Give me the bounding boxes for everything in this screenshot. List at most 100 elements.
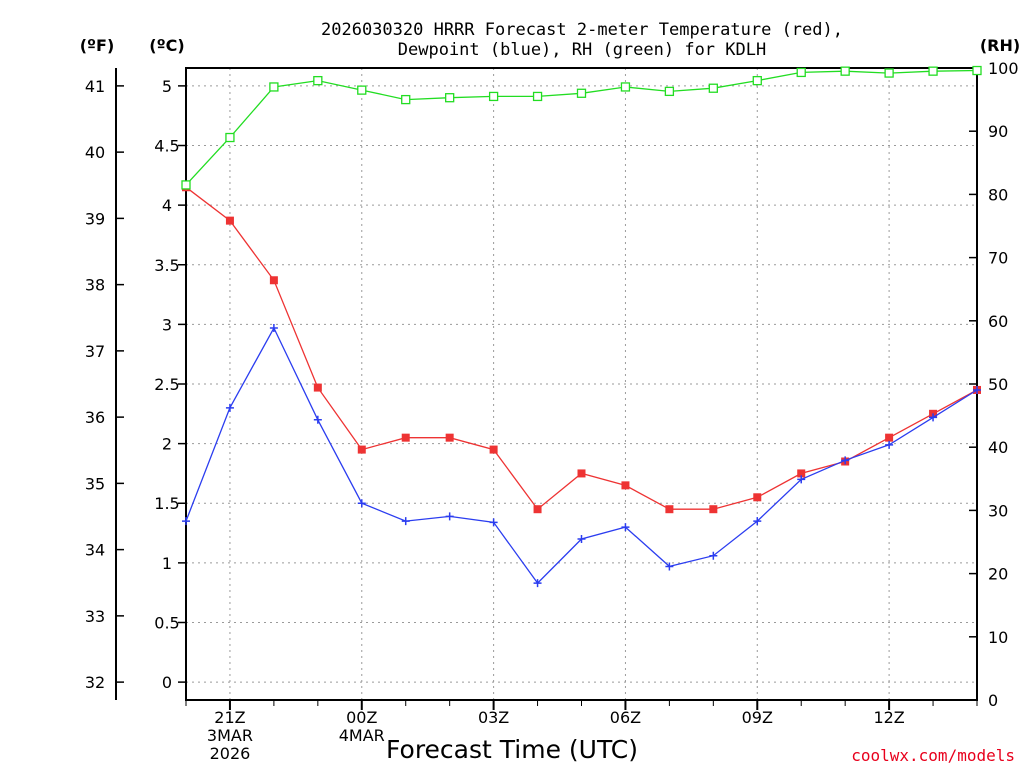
rh-point — [225, 132, 235, 143]
rh-tick-label: 60 — [988, 312, 1008, 331]
celsius-tick-label: 0 — [162, 673, 172, 692]
temperature-point — [269, 276, 278, 285]
temperature-point — [797, 469, 806, 478]
fahrenheit-tick-label: 33 — [85, 607, 105, 626]
temperature-point — [533, 505, 542, 514]
rh-tick-label: 80 — [988, 185, 1008, 204]
dewpoint-point — [489, 518, 498, 527]
fahrenheit-tick-label: 39 — [85, 209, 105, 228]
rh-point — [313, 75, 323, 86]
temperature-point — [621, 481, 630, 490]
temperature-point — [885, 433, 894, 442]
fahrenheit-unit-label: (ºF) — [80, 36, 115, 55]
celsius-tick-label: 5 — [162, 77, 172, 96]
dewpoint-point — [973, 385, 981, 394]
rh-tick-label: 10 — [988, 628, 1008, 647]
axes — [115, 67, 978, 710]
dewpoint-point — [797, 475, 806, 484]
fahrenheit-tick-label: 34 — [85, 541, 105, 560]
fahrenheit-tick-label: 32 — [85, 673, 105, 692]
rh-tick-label: 20 — [988, 565, 1008, 584]
dewpoint-point — [269, 323, 278, 332]
chart-title-line-1: 2026030320 HRRR Forecast 2-meter Tempera… — [321, 20, 843, 40]
series — [181, 65, 982, 588]
x-tick-sublabel-date: 4MAR — [339, 726, 385, 745]
dewpoint-point — [621, 523, 630, 532]
x-tick-sublabel-date: 3MAR — [207, 726, 253, 745]
dewpoint-point — [665, 562, 674, 571]
rh-tick-label: 50 — [988, 375, 1008, 394]
fahrenheit-tick-label: 38 — [85, 276, 105, 295]
chart-title-line-2: Dewpoint (blue), RH (green) for KDLH — [398, 40, 766, 60]
celsius-tick-label: 2.5 — [154, 375, 179, 394]
rh-point — [752, 75, 762, 86]
rh-point — [401, 94, 411, 105]
dewpoint-point — [182, 517, 190, 526]
rh-point — [972, 65, 982, 76]
dewpoint-point — [533, 579, 542, 588]
temperature-point — [225, 216, 234, 225]
celsius-tick-label: 2 — [162, 435, 172, 454]
rh-tick-label: 100 — [988, 59, 1019, 78]
credit-link[interactable]: coolwx.com/models — [851, 746, 1015, 765]
temperature-point — [401, 433, 410, 442]
fahrenheit-tick-label: 37 — [85, 342, 105, 361]
dewpoint-point — [709, 551, 718, 560]
x-tick-label: 21Z — [214, 708, 245, 727]
temperature-point — [577, 469, 586, 478]
rh-point — [796, 67, 806, 78]
temperature-point — [357, 445, 366, 454]
rh-point — [488, 91, 499, 102]
dewpoint-point — [753, 517, 762, 526]
rh-tick-label: 70 — [988, 249, 1008, 268]
rh-tick-label: 30 — [988, 501, 1008, 520]
x-tick-label: 12Z — [873, 708, 904, 727]
dewpoint-point — [841, 456, 850, 465]
x-axis-label: Forecast Time (UTC) — [386, 735, 638, 764]
celsius-unit-label: (ºC) — [149, 36, 184, 55]
fahrenheit-tick-label: 36 — [85, 408, 105, 427]
x-tick-label: 03Z — [478, 708, 509, 727]
rh-point — [181, 180, 191, 190]
rh-point — [664, 86, 675, 97]
x-tick-label: 06Z — [610, 708, 641, 727]
rh-tick-label: 90 — [988, 122, 1008, 141]
temperature-point — [445, 433, 454, 442]
rh-point — [840, 66, 850, 76]
dewpoint-point — [401, 517, 410, 526]
celsius-tick-label: 3 — [162, 315, 172, 334]
rh-tick-label: 0 — [988, 691, 998, 710]
fahrenheit-tick-label: 41 — [85, 77, 105, 96]
temperature-point — [313, 383, 322, 392]
celsius-tick-label: 0.5 — [154, 613, 179, 632]
fahrenheit-tick-label: 35 — [85, 474, 105, 493]
celsius-tick-label: 1 — [162, 554, 172, 573]
dewpoint-point — [577, 535, 586, 544]
fahrenheit-tick-label: 40 — [85, 143, 105, 162]
rh-tick-label: 40 — [988, 438, 1008, 457]
dewpoint-point — [357, 499, 366, 508]
x-tick-label: 09Z — [742, 708, 773, 727]
dewpoint-point — [225, 403, 234, 412]
rh-point — [708, 83, 718, 93]
rh-point — [620, 82, 631, 92]
rh-point — [928, 66, 938, 76]
temperature-point — [489, 445, 498, 454]
dewpoint-point — [885, 440, 894, 449]
celsius-tick-label: 1.5 — [154, 494, 179, 513]
rh-point — [576, 88, 587, 98]
temperature-point — [665, 505, 674, 514]
rh-point — [269, 82, 279, 92]
celsius-tick-label: 3.5 — [154, 256, 179, 275]
rh-point — [532, 91, 543, 102]
celsius-tick-label: 4.5 — [154, 137, 179, 156]
x-tick-label: 00Z — [346, 708, 377, 727]
dewpoint-point — [313, 415, 322, 424]
celsius-tick-label: 4 — [162, 196, 172, 215]
dewpoint-point — [445, 512, 454, 521]
dewpoint-point — [929, 413, 938, 422]
rh-point — [884, 68, 894, 78]
x-tick-sublabel-year: 2026 — [210, 744, 251, 763]
